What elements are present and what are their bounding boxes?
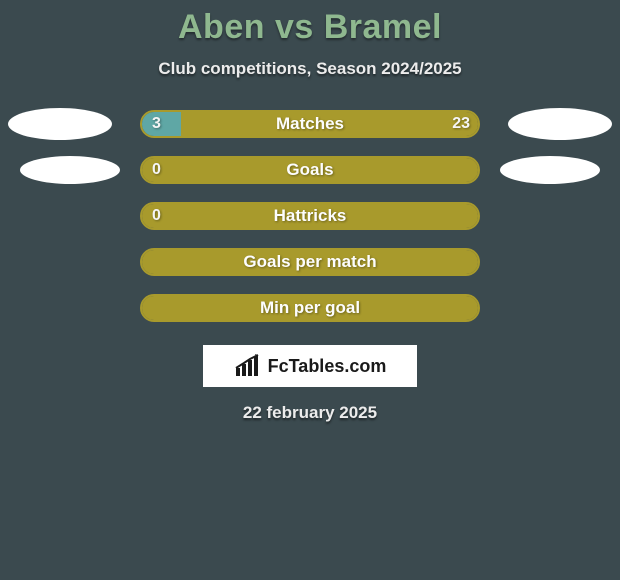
- comparison-card: Aben vs Bramel Club competitions, Season…: [0, 0, 620, 580]
- page-subtitle: Club competitions, Season 2024/2025: [0, 59, 620, 79]
- stat-bar-mpg: Min per goal: [140, 294, 480, 322]
- brand-text: FcTables.com: [268, 356, 387, 377]
- stats-container: 3 Matches 23 0 Goals 0 Hat: [0, 101, 620, 331]
- stat-value-left: 0: [152, 161, 161, 179]
- stat-label: Goals: [286, 160, 333, 180]
- stat-row-goals: 0 Goals: [0, 147, 620, 193]
- stat-label: Matches: [276, 114, 344, 134]
- stat-bar-gpm: Goals per match: [140, 248, 480, 276]
- bar-fill-left: [142, 112, 181, 136]
- player-oval-left: [8, 108, 112, 140]
- stat-row-mpg: Min per goal: [0, 285, 620, 331]
- stat-label: Goals per match: [243, 252, 376, 272]
- chart-icon: [234, 354, 264, 378]
- stat-label: Hattricks: [274, 206, 347, 226]
- stat-row-matches: 3 Matches 23: [0, 101, 620, 147]
- player-oval-left: [20, 156, 120, 184]
- stat-bar-hattricks: 0 Hattricks: [140, 202, 480, 230]
- player-oval-right: [508, 108, 612, 140]
- stat-label: Min per goal: [260, 298, 360, 318]
- footer-date: 22 february 2025: [0, 403, 620, 423]
- stat-bar-goals: 0 Goals: [140, 156, 480, 184]
- stat-bar-matches: 3 Matches 23: [140, 110, 480, 138]
- stat-value-left: 0: [152, 207, 161, 225]
- brand-box: FcTables.com: [203, 345, 417, 387]
- stat-row-gpm: Goals per match: [0, 239, 620, 285]
- player-oval-right: [500, 156, 600, 184]
- page-title: Aben vs Bramel: [0, 0, 620, 47]
- stat-row-hattricks: 0 Hattricks: [0, 193, 620, 239]
- stat-value-right: 23: [452, 115, 470, 133]
- stat-value-left: 3: [152, 115, 161, 133]
